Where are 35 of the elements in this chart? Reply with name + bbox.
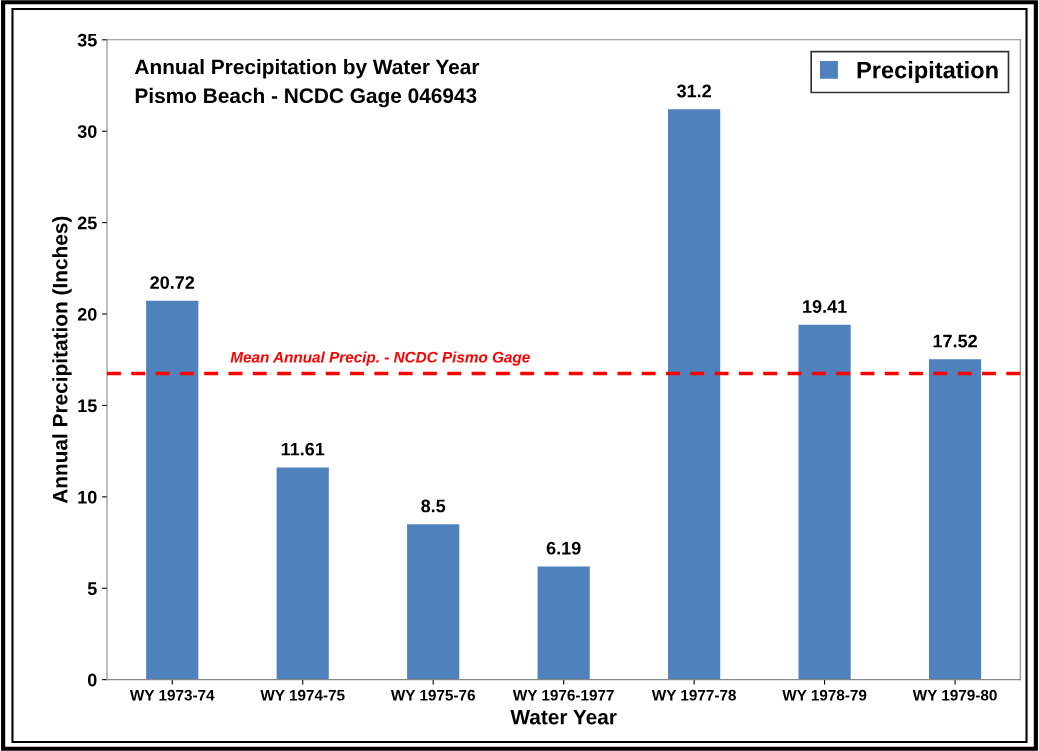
y-tick-label: 35	[77, 33, 97, 47]
x-tick-label: WY 1977-78	[651, 689, 736, 701]
y-tick-label: 25	[77, 216, 97, 230]
text: Pismo Beach - NCDC Gage 046943	[135, 87, 477, 108]
bar	[537, 566, 590, 680]
text: Annual Precipitation by Water Year	[134, 59, 480, 79]
bar	[928, 359, 982, 680]
bar	[146, 300, 199, 680]
data-label: 31.2	[676, 84, 711, 98]
y-tick-label: 0	[87, 673, 97, 687]
x-tick-label: WY 1976-1977	[512, 689, 614, 701]
ref-line-label: Mean Annual Precip. - NCDC Pismo Gage	[230, 351, 530, 366]
bar	[668, 109, 721, 680]
y-axis-title: Annual Precipitation (Inches)	[52, 216, 72, 504]
y-tick-label: 5	[87, 582, 97, 595]
y-tick-label: 20	[77, 307, 97, 321]
data-label: 19.41	[803, 300, 847, 313]
x-tick-label: WY 1975-76	[390, 689, 475, 701]
x-tick-label: WY 1979-80	[912, 689, 997, 701]
data-label: 8.5	[421, 499, 446, 513]
legend-label: Precipitation	[857, 61, 998, 84]
data-label: 11.61	[281, 442, 325, 456]
data-label: 20.72	[150, 276, 195, 289]
y-tick-label: 15	[78, 399, 97, 413]
x-tick-label: WY 1974-75	[260, 689, 345, 701]
x-tick-label: WY 1978-79	[782, 689, 867, 701]
data-label: 6.19	[546, 541, 581, 555]
x-axis-title: Water Year	[510, 709, 617, 725]
bar	[798, 324, 851, 680]
x-tick-label: WY 1973-74	[129, 689, 215, 701]
data-label: 17.52	[933, 334, 977, 348]
bar	[407, 524, 460, 680]
y-tick-label: 10	[78, 490, 97, 504]
y-tick-label: 30	[77, 125, 97, 138]
bar	[276, 467, 329, 680]
